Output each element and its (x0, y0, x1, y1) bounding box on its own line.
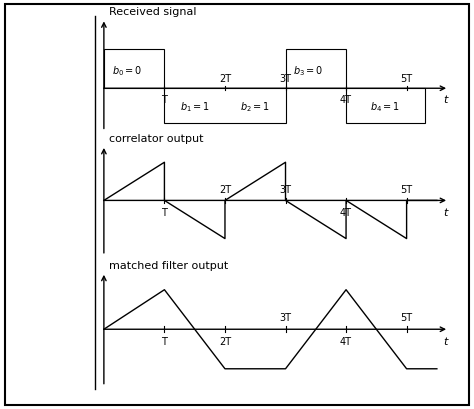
Text: 2T: 2T (219, 74, 231, 84)
Text: $b_4=1$: $b_4=1$ (370, 100, 401, 114)
Text: 2T: 2T (219, 185, 231, 195)
Text: $b_2=1$: $b_2=1$ (240, 100, 270, 114)
Text: Received signal: Received signal (109, 7, 196, 17)
Bar (346, 88, 425, 123)
Text: matched filter output: matched filter output (109, 261, 228, 271)
Text: $b_0=0$: $b_0=0$ (112, 64, 142, 78)
Text: 4T: 4T (340, 337, 352, 347)
Text: T: T (162, 95, 167, 106)
Text: 5T: 5T (401, 74, 413, 84)
Text: correlator output: correlator output (109, 134, 203, 144)
Text: 5T: 5T (401, 313, 413, 323)
Bar (285, 49, 346, 88)
Text: T: T (162, 208, 167, 218)
Text: T: T (162, 337, 167, 347)
Text: $b_3=0$: $b_3=0$ (293, 64, 324, 78)
Text: $b_1=1$: $b_1=1$ (180, 100, 210, 114)
Text: 4T: 4T (340, 95, 352, 106)
Text: 5T: 5T (401, 185, 413, 195)
Text: 3T: 3T (280, 74, 292, 84)
Text: 2T: 2T (219, 337, 231, 347)
Text: t: t (444, 208, 448, 218)
Text: t: t (444, 337, 448, 347)
Bar (164, 88, 285, 123)
Text: 3T: 3T (280, 185, 292, 195)
Text: 4T: 4T (340, 208, 352, 218)
Bar (104, 49, 164, 88)
Text: t: t (444, 95, 448, 106)
Text: 3T: 3T (280, 313, 292, 323)
